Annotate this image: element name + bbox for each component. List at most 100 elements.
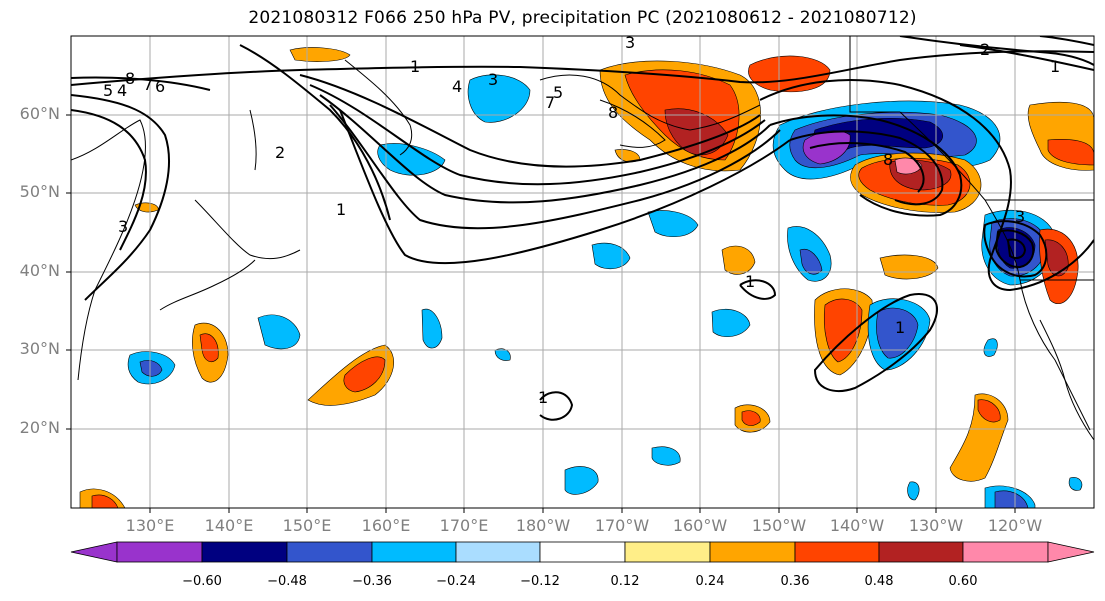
- precip-patch: [894, 157, 923, 175]
- precip-patch: [879, 254, 939, 280]
- lat-label-60n: 60°N: [19, 104, 60, 123]
- pv-contour-7: [329, 104, 781, 230]
- colorbar-label: −0.60: [182, 574, 222, 589]
- colorbar-bin: [624, 541, 711, 563]
- precip-patch: [421, 308, 443, 349]
- contour-label: 2: [980, 40, 990, 59]
- coastline-asia: [71, 119, 146, 381]
- precip-patch: [199, 333, 219, 363]
- colorbar-bin: [878, 541, 964, 563]
- contour-labels: 1 2 3 4 5 6 7 8 3 1 3 1 2 3 8 1 1 1 5 4 …: [103, 33, 1060, 407]
- colorbar-bin: [539, 541, 626, 563]
- lon-label-160e: 160°E: [361, 516, 411, 535]
- precip-patch: [467, 74, 531, 123]
- contour-label: 3: [118, 217, 128, 236]
- precip-patch: [494, 348, 511, 361]
- contour-label: 3: [488, 70, 498, 89]
- precip-patch: [711, 308, 751, 338]
- precip-patch: [721, 245, 756, 275]
- contour-label: 4: [117, 81, 127, 100]
- pv-contour-8: [339, 109, 791, 265]
- precip-patch: [664, 108, 729, 156]
- colorbar-bin: [962, 541, 1049, 563]
- graticule: [71, 36, 1094, 508]
- contour-label: 1: [1050, 57, 1060, 76]
- precip-patch: [802, 130, 851, 165]
- lat-label-20n: 20°N: [19, 418, 60, 437]
- contour-label: 1: [895, 318, 905, 337]
- pv-contour-15: [994, 229, 1035, 269]
- contour-label: 1: [745, 272, 755, 291]
- precip-patch: [741, 410, 761, 426]
- contour-label: 3: [625, 33, 635, 52]
- colorbar-label: 0.36: [780, 574, 810, 589]
- pv-contour-14: [983, 220, 1048, 278]
- precip-patch: [564, 466, 599, 495]
- pv-contour-16: [1006, 238, 1027, 259]
- precip-patch: [799, 248, 823, 275]
- precip-patch: [377, 143, 446, 176]
- lon-label-140e: 140°E: [204, 516, 254, 535]
- contour-label: 3: [1015, 207, 1025, 226]
- colorbar-bin: [709, 541, 796, 563]
- colorbar-bin: [201, 541, 288, 563]
- pv-contour-21: [959, 44, 1094, 71]
- pv-contour-11: [789, 130, 944, 206]
- colorbar-bin: [455, 541, 541, 563]
- precip-patch: [994, 490, 1029, 508]
- precip-patch: [91, 494, 119, 508]
- coastline-yukon: [849, 36, 900, 113]
- lat-label-50n: 50°N: [19, 182, 60, 201]
- precip-fill-layer: [79, 47, 1094, 508]
- precip-patch: [591, 242, 631, 270]
- precip-patch: [1068, 477, 1083, 491]
- colorbar-min-arrow: [70, 541, 118, 563]
- colorbar-label: 0.48: [864, 574, 894, 589]
- colorbar-label: −0.36: [352, 574, 392, 589]
- pv-contour-10: [769, 114, 963, 217]
- precip-patch: [1044, 239, 1069, 277]
- precip-patch: [823, 298, 863, 363]
- pv-contour-6: [319, 94, 771, 204]
- pv-contours: [71, 36, 1094, 421]
- precip-patch: [907, 481, 920, 501]
- lon-label-160w: 160°W: [672, 516, 728, 535]
- precip-patch: [1047, 139, 1094, 166]
- lat-label-30n: 30°N: [19, 339, 60, 358]
- pv-contour-12: [809, 142, 925, 193]
- pv-contour-20: [899, 36, 1094, 66]
- coastline-japan: [194, 199, 301, 260]
- map-plot-area: 1 2 3 4 5 6 7 8 3 1 3 1 2 3 8 1 1 1 5 4 …: [71, 33, 1094, 508]
- coastlines: [71, 36, 1094, 441]
- colorbar-label: −0.12: [520, 574, 560, 589]
- contour-label: 2: [275, 143, 285, 162]
- colorbar-bin: [286, 541, 373, 563]
- colorbar-bin: [116, 541, 203, 563]
- colorbar-label: 0.12: [610, 574, 640, 589]
- coastline-sakhalin: [249, 109, 257, 171]
- lon-label-150e: 150°E: [282, 516, 332, 535]
- precip-patch: [748, 55, 831, 93]
- colorbar: [70, 541, 1095, 563]
- pv-contour-4: [299, 74, 761, 168]
- contour-label: 4: [452, 77, 462, 96]
- lon-label-130w: 130°W: [908, 516, 964, 535]
- pv-contour-22: [1039, 36, 1094, 46]
- colorbar-bin: [794, 541, 880, 563]
- pv-contour-3: [71, 109, 147, 251]
- precip-patch: [257, 314, 301, 350]
- pv-contour-19: [539, 391, 574, 421]
- pv-contour-17: [813, 293, 939, 392]
- pv-contour-23: [71, 76, 211, 91]
- precip-patch: [343, 356, 386, 393]
- lon-label-130e: 130°E: [125, 516, 175, 535]
- contour-label: 6: [155, 77, 165, 96]
- colorbar-max-arrow: [1047, 541, 1095, 563]
- lon-label-150w: 150°W: [751, 516, 807, 535]
- colorbar-bin: [371, 541, 457, 563]
- precip-patch: [983, 338, 998, 357]
- lon-label-170e: 170°E: [439, 516, 489, 535]
- contour-label: 8: [883, 150, 893, 169]
- lon-label-140w: 140°W: [829, 516, 885, 535]
